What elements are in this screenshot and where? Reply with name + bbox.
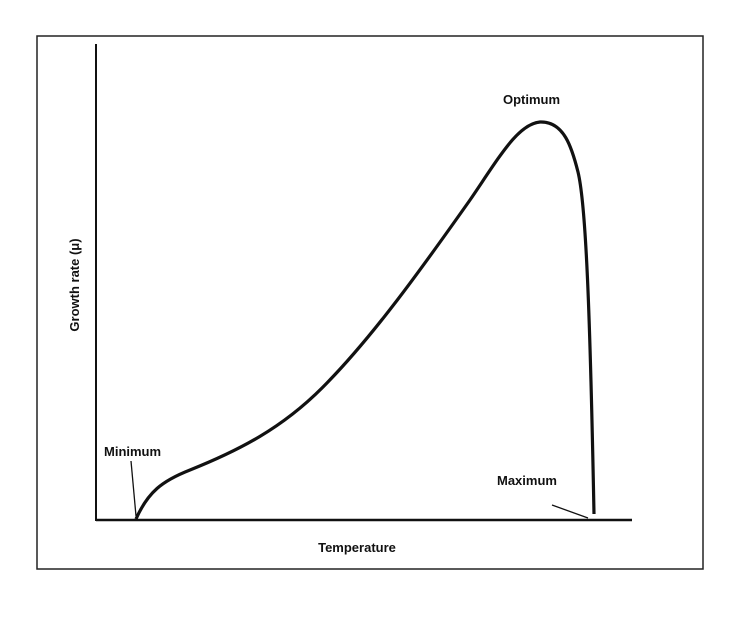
- growth-curve: [134, 120, 596, 520]
- minimum-label: Minimum: [104, 444, 161, 459]
- y-axis-label: Growth rate (μ): [67, 238, 82, 331]
- maximum-label: Maximum: [497, 473, 557, 488]
- optimum-label: Optimum: [503, 92, 560, 107]
- x-axis-label: Temperature: [318, 540, 396, 555]
- minimum-leader: [130, 460, 137, 517]
- maximum-leader: [551, 504, 589, 519]
- frame: [36, 35, 704, 570]
